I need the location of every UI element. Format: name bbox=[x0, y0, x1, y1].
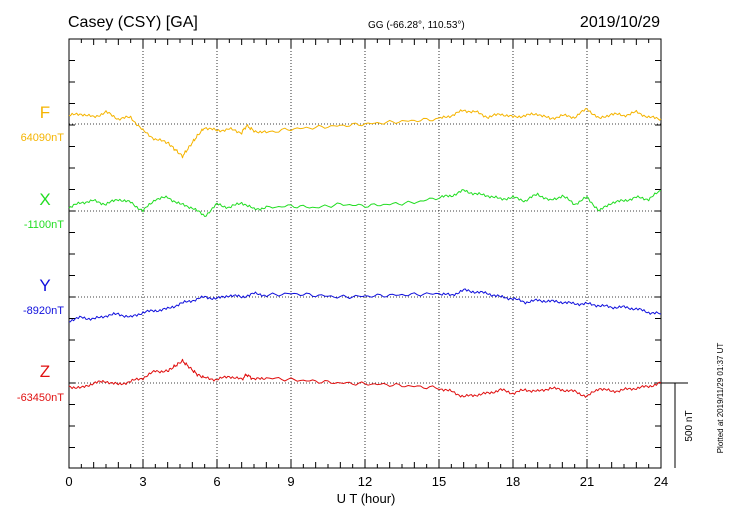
plot-timestamp: Plotted at 2019/11/29 01:37 UT bbox=[716, 343, 725, 454]
grid-lines bbox=[142, 39, 588, 468]
plot-frame bbox=[68, 38, 662, 469]
series-name-f: F bbox=[40, 103, 50, 122]
chart-date: 2019/10/29 bbox=[580, 14, 660, 31]
series-baseline-f: 64090nT bbox=[21, 132, 65, 144]
x-tick-label: 0 bbox=[65, 474, 72, 489]
series-line-z bbox=[68, 358, 662, 398]
x-tick-label: 6 bbox=[213, 474, 220, 489]
x-tick-label: 9 bbox=[287, 474, 294, 489]
scale-bar: 500 nT bbox=[661, 382, 695, 468]
x-tick-label: 18 bbox=[506, 474, 520, 489]
x-tick-label: 21 bbox=[580, 474, 594, 489]
x-axis-label: U T (hour) bbox=[337, 491, 396, 506]
chart-subtitle: GG (-66.28°, 110.53°) bbox=[368, 20, 465, 31]
x-tick-label: 3 bbox=[139, 474, 146, 489]
series-lines bbox=[68, 108, 662, 398]
chart-title: Casey (CSY) [GA] bbox=[68, 14, 198, 31]
series-name-y: Y bbox=[39, 276, 50, 295]
x-tick-label: 12 bbox=[358, 474, 372, 489]
y-ticks bbox=[69, 60, 661, 448]
series-name-x: X bbox=[39, 190, 50, 209]
series-line-x bbox=[68, 189, 662, 217]
series-baseline-x: -1100nT bbox=[24, 219, 64, 231]
series-baseline-y: -8920nT bbox=[23, 305, 64, 317]
series-line-y bbox=[68, 288, 662, 323]
series-baseline-z: -63450nT bbox=[17, 392, 64, 404]
series-line-f bbox=[68, 108, 662, 159]
series-name-z: Z bbox=[40, 362, 50, 381]
x-ticks: 0 3 6 9 12 15 18 21 24 bbox=[65, 39, 668, 489]
scale-bar-label: 500 nT bbox=[684, 410, 695, 441]
series-labels: F 64090nT X -1100nT Y -8920nT Z -63450nT bbox=[17, 103, 64, 404]
x-tick-label: 15 bbox=[432, 474, 446, 489]
x-tick-label: 24 bbox=[654, 474, 668, 489]
